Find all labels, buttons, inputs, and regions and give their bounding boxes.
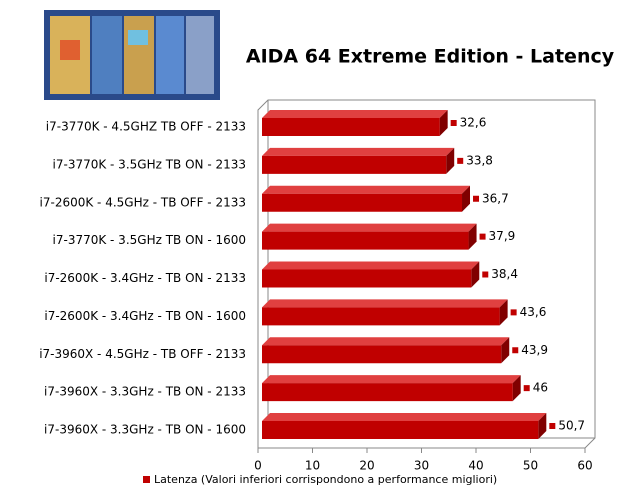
value-label-key bbox=[473, 195, 480, 202]
bar-side bbox=[538, 413, 547, 439]
bar bbox=[262, 193, 463, 212]
bar-top bbox=[262, 223, 477, 232]
value-label-key bbox=[457, 157, 464, 164]
y-tick-label: i7-3960X - 3.3GHz - TB ON - 1600 bbox=[44, 423, 246, 437]
bar-top bbox=[262, 110, 448, 118]
bar-top bbox=[262, 413, 547, 421]
bar-side bbox=[501, 337, 510, 364]
value-label-key bbox=[450, 120, 457, 126]
value-label: 43,9 bbox=[521, 343, 548, 357]
value-label-key bbox=[510, 309, 517, 316]
bar bbox=[262, 155, 447, 174]
y-tick-label: i7-3960X - 4.5GHz - TB OFF - 2133 bbox=[39, 347, 246, 361]
chip-image bbox=[44, 10, 220, 100]
value-label: 38,4 bbox=[491, 267, 518, 281]
value-label-key bbox=[523, 385, 530, 392]
y-tick-label: i7-3770K - 3.5GHz TB ON - 2133 bbox=[53, 157, 246, 171]
legend-swatch bbox=[143, 476, 150, 483]
y-tick-label: i7-2600K - 4.5GHz - TB OFF - 2133 bbox=[40, 195, 246, 209]
bar-top bbox=[262, 337, 510, 346]
bar-side bbox=[512, 375, 521, 402]
bar bbox=[262, 307, 500, 326]
x-tick-label: 30 bbox=[414, 459, 429, 473]
bar-side bbox=[468, 223, 477, 250]
x-tick-label: 60 bbox=[577, 459, 592, 473]
value-label-key bbox=[512, 347, 519, 354]
x-tick-label: 40 bbox=[468, 459, 483, 473]
bar-top bbox=[262, 261, 480, 270]
bar-top bbox=[262, 185, 471, 194]
value-label: 43,6 bbox=[520, 305, 547, 319]
bar-side bbox=[439, 110, 448, 136]
x-tick-label: 50 bbox=[523, 459, 538, 473]
value-label: 37,9 bbox=[489, 229, 516, 243]
legend-label: Latenza (Valori inferiori corrispondono … bbox=[154, 473, 497, 486]
x-tick-label: 20 bbox=[359, 459, 374, 473]
y-tick-label: i7-2600K - 3.4GHz - TB ON - 2133 bbox=[44, 271, 246, 285]
y-tick-label: i7-3960X - 3.3GHz - TB ON - 2133 bbox=[44, 385, 246, 399]
value-label: 46 bbox=[533, 381, 548, 395]
value-label-key bbox=[482, 271, 489, 278]
bar bbox=[262, 383, 513, 402]
y-tick-label: i7-3770K - 4.5GHZ TB OFF - 2133 bbox=[46, 120, 246, 134]
bar-side bbox=[471, 261, 480, 288]
bar-side bbox=[499, 299, 508, 326]
value-label: 32,6 bbox=[460, 116, 487, 130]
x-tick-label: 10 bbox=[305, 459, 320, 473]
bar-side bbox=[462, 185, 471, 212]
value-label: 36,7 bbox=[482, 191, 509, 205]
bar bbox=[262, 118, 440, 136]
value-label: 33,8 bbox=[466, 153, 493, 167]
bar-top bbox=[262, 375, 521, 384]
bar-top bbox=[262, 147, 455, 156]
bar bbox=[262, 345, 502, 364]
bar bbox=[262, 231, 469, 250]
value-label: 50,7 bbox=[558, 419, 585, 433]
value-label-key bbox=[549, 423, 556, 429]
chart-title: AIDA 64 Extreme Edition - Latency bbox=[246, 46, 615, 68]
bar-top bbox=[262, 299, 508, 308]
y-tick-label: i7-3770K - 3.5GHz TB ON - 1600 bbox=[53, 233, 246, 247]
value-label-key bbox=[479, 233, 486, 240]
x-tick-label: 0 bbox=[254, 459, 262, 473]
bar-side bbox=[446, 147, 455, 174]
bar bbox=[262, 421, 539, 439]
y-tick-label: i7-2600K - 3.4GHz - TB ON - 1600 bbox=[44, 309, 246, 323]
bar bbox=[262, 269, 472, 288]
